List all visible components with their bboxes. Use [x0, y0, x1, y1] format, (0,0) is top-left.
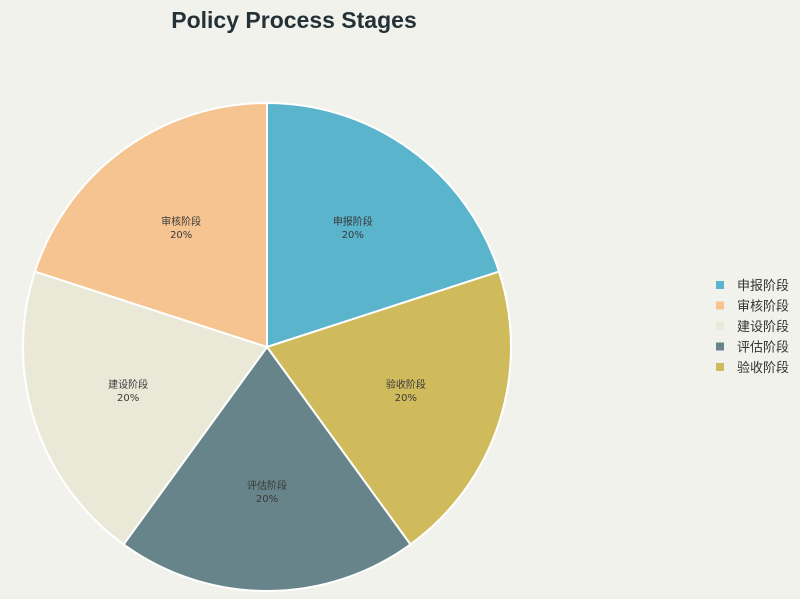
legend-item[interactable]: 建设阶段 — [716, 320, 789, 335]
legend-label: 审核阶段 — [737, 300, 789, 315]
slice-category-label: 验收阶段 — [386, 378, 426, 391]
pie-slice-4[interactable] — [122, 345, 412, 592]
slice-percent-label: 20% — [170, 230, 192, 241]
legend-swatch — [716, 281, 724, 289]
legend-item[interactable]: 评估阶段 — [716, 341, 789, 356]
legend-swatch — [716, 363, 724, 371]
pie-slice-3[interactable] — [22, 270, 269, 546]
pie-slice-labels: 申报阶段 20% 验收阶段 20% 评估阶段 20% 建设阶段 20% 审核阶段 20% — [108, 215, 426, 505]
legend-swatch — [716, 322, 724, 330]
slice-category-label: 审核阶段 — [161, 215, 201, 228]
slice-percent-label: 20% — [342, 230, 364, 241]
slice-category-label: 建设阶段 — [108, 378, 148, 391]
chart-title: Policy Process Stages — [171, 7, 416, 33]
legend-label: 建设阶段 — [737, 320, 789, 335]
legend-item[interactable]: 验收阶段 — [716, 360, 789, 376]
pie-slice-5[interactable] — [265, 270, 512, 546]
legend-item[interactable]: 申报阶段 — [716, 279, 789, 294]
slice-percent-label: 20% — [256, 494, 278, 505]
slice-category-label: 申报阶段 — [333, 215, 373, 228]
legend-item[interactable]: 审核阶段 — [716, 300, 789, 315]
pie-slice-1[interactable] — [266, 101, 501, 349]
slice-percent-label: 20% — [395, 393, 417, 404]
legend-swatch — [716, 301, 724, 310]
legend-label: 评估阶段 — [737, 341, 789, 356]
legend-label: 验收阶段 — [737, 360, 789, 376]
slice-category-label: 评估阶段 — [247, 479, 287, 492]
slice-percent-label: 20% — [117, 393, 139, 404]
legend-label: 申报阶段 — [737, 279, 789, 294]
pie-slice-2[interactable] — [33, 101, 268, 349]
pie-slices — [22, 101, 512, 592]
legend-swatch — [716, 342, 724, 351]
